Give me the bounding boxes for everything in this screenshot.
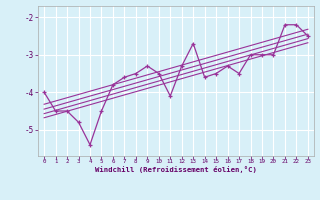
X-axis label: Windchill (Refroidissement éolien,°C): Windchill (Refroidissement éolien,°C) — [95, 166, 257, 173]
